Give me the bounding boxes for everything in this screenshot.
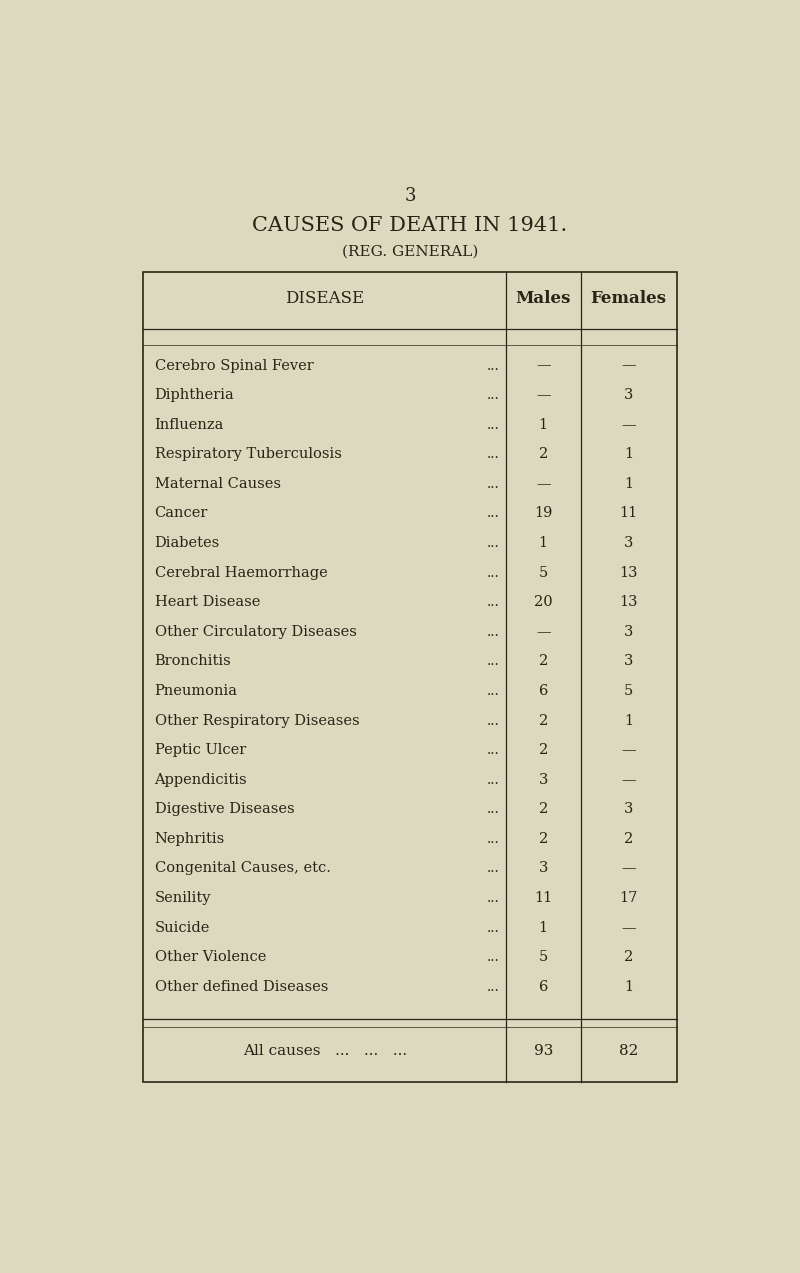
Text: 1: 1 [624, 980, 633, 994]
Text: —: — [622, 418, 636, 432]
Text: 2: 2 [538, 802, 548, 816]
Text: 20: 20 [534, 596, 553, 610]
Text: Peptic Ulcer: Peptic Ulcer [154, 743, 246, 757]
Text: 93: 93 [534, 1044, 553, 1058]
Text: ...: ... [487, 950, 500, 964]
Text: 11: 11 [619, 507, 638, 521]
Text: 6: 6 [538, 980, 548, 994]
Text: 6: 6 [538, 684, 548, 698]
Text: 5: 5 [538, 565, 548, 579]
Text: 3: 3 [624, 802, 634, 816]
Text: ...: ... [487, 447, 500, 461]
Text: Heart Disease: Heart Disease [154, 596, 260, 610]
Text: 3: 3 [538, 773, 548, 787]
Text: All causes   ...   ...   ...: All causes ... ... ... [242, 1044, 407, 1058]
Text: Suicide: Suicide [154, 920, 210, 934]
Text: Females: Females [590, 290, 666, 307]
Text: 2: 2 [624, 833, 633, 845]
Text: 3: 3 [538, 862, 548, 876]
Text: 13: 13 [619, 596, 638, 610]
Text: —: — [536, 388, 550, 402]
Text: ...: ... [487, 891, 500, 905]
Text: —: — [622, 773, 636, 787]
Text: 1: 1 [624, 714, 633, 728]
Text: 1: 1 [624, 477, 633, 491]
Text: 2: 2 [538, 714, 548, 728]
Text: 5: 5 [538, 950, 548, 964]
Text: —: — [622, 862, 636, 876]
Text: 3: 3 [404, 187, 416, 205]
Text: 3: 3 [624, 536, 634, 550]
Text: Congenital Causes, etc.: Congenital Causes, etc. [154, 862, 330, 876]
Text: (REG. GENERAL): (REG. GENERAL) [342, 244, 478, 258]
Text: ...: ... [487, 625, 500, 639]
Text: Other Violence: Other Violence [154, 950, 266, 964]
Text: ...: ... [487, 388, 500, 402]
Text: DISEASE: DISEASE [285, 290, 364, 307]
Text: 2: 2 [538, 447, 548, 461]
Text: Other Respiratory Diseases: Other Respiratory Diseases [154, 714, 359, 728]
Text: ...: ... [487, 477, 500, 491]
Text: ...: ... [487, 920, 500, 934]
Text: —: — [622, 359, 636, 373]
Text: ...: ... [487, 418, 500, 432]
Text: 1: 1 [624, 447, 633, 461]
Text: 1: 1 [538, 536, 548, 550]
Text: ...: ... [487, 743, 500, 757]
Text: Cerebro Spinal Fever: Cerebro Spinal Fever [154, 359, 314, 373]
Text: ...: ... [487, 802, 500, 816]
Text: 17: 17 [619, 891, 638, 905]
Text: —: — [536, 359, 550, 373]
Text: —: — [536, 625, 550, 639]
Text: —: — [536, 477, 550, 491]
Text: ...: ... [487, 536, 500, 550]
Text: 1: 1 [538, 920, 548, 934]
Text: 2: 2 [538, 743, 548, 757]
Text: Other defined Diseases: Other defined Diseases [154, 980, 328, 994]
Text: Cerebral Haemorrhage: Cerebral Haemorrhage [154, 565, 327, 579]
Text: Cancer: Cancer [154, 507, 208, 521]
Text: Maternal Causes: Maternal Causes [154, 477, 281, 491]
Text: Respiratory Tuberculosis: Respiratory Tuberculosis [154, 447, 342, 461]
Text: 1: 1 [538, 418, 548, 432]
Text: 13: 13 [619, 565, 638, 579]
Text: Pneumonia: Pneumonia [154, 684, 238, 698]
Text: ...: ... [487, 359, 500, 373]
Text: Appendicitis: Appendicitis [154, 773, 247, 787]
Text: 19: 19 [534, 507, 553, 521]
Text: 2: 2 [538, 654, 548, 668]
Text: ...: ... [487, 980, 500, 994]
Text: Males: Males [516, 290, 571, 307]
Text: 2: 2 [624, 950, 633, 964]
Text: Influenza: Influenza [154, 418, 224, 432]
Text: ...: ... [487, 714, 500, 728]
Text: 3: 3 [624, 625, 634, 639]
Text: Diabetes: Diabetes [154, 536, 220, 550]
Text: ...: ... [487, 565, 500, 579]
Text: 11: 11 [534, 891, 553, 905]
Text: Bronchitis: Bronchitis [154, 654, 231, 668]
Text: ...: ... [487, 507, 500, 521]
Text: 3: 3 [624, 388, 634, 402]
Text: ...: ... [487, 833, 500, 845]
Text: Nephritis: Nephritis [154, 833, 225, 845]
Text: ...: ... [487, 596, 500, 610]
Text: Diphtheria: Diphtheria [154, 388, 234, 402]
Text: Other Circulatory Diseases: Other Circulatory Diseases [154, 625, 357, 639]
Text: Senility: Senility [154, 891, 211, 905]
Text: ...: ... [487, 862, 500, 876]
Text: 82: 82 [619, 1044, 638, 1058]
Text: CAUSES OF DEATH IN 1941.: CAUSES OF DEATH IN 1941. [252, 216, 568, 236]
Text: ...: ... [487, 684, 500, 698]
Text: 5: 5 [624, 684, 633, 698]
Bar [143, 272, 677, 1082]
Text: 3: 3 [624, 654, 634, 668]
Text: —: — [622, 743, 636, 757]
Text: —: — [622, 920, 636, 934]
Text: ...: ... [487, 654, 500, 668]
Text: ...: ... [487, 773, 500, 787]
Text: Digestive Diseases: Digestive Diseases [154, 802, 294, 816]
Text: 2: 2 [538, 833, 548, 845]
